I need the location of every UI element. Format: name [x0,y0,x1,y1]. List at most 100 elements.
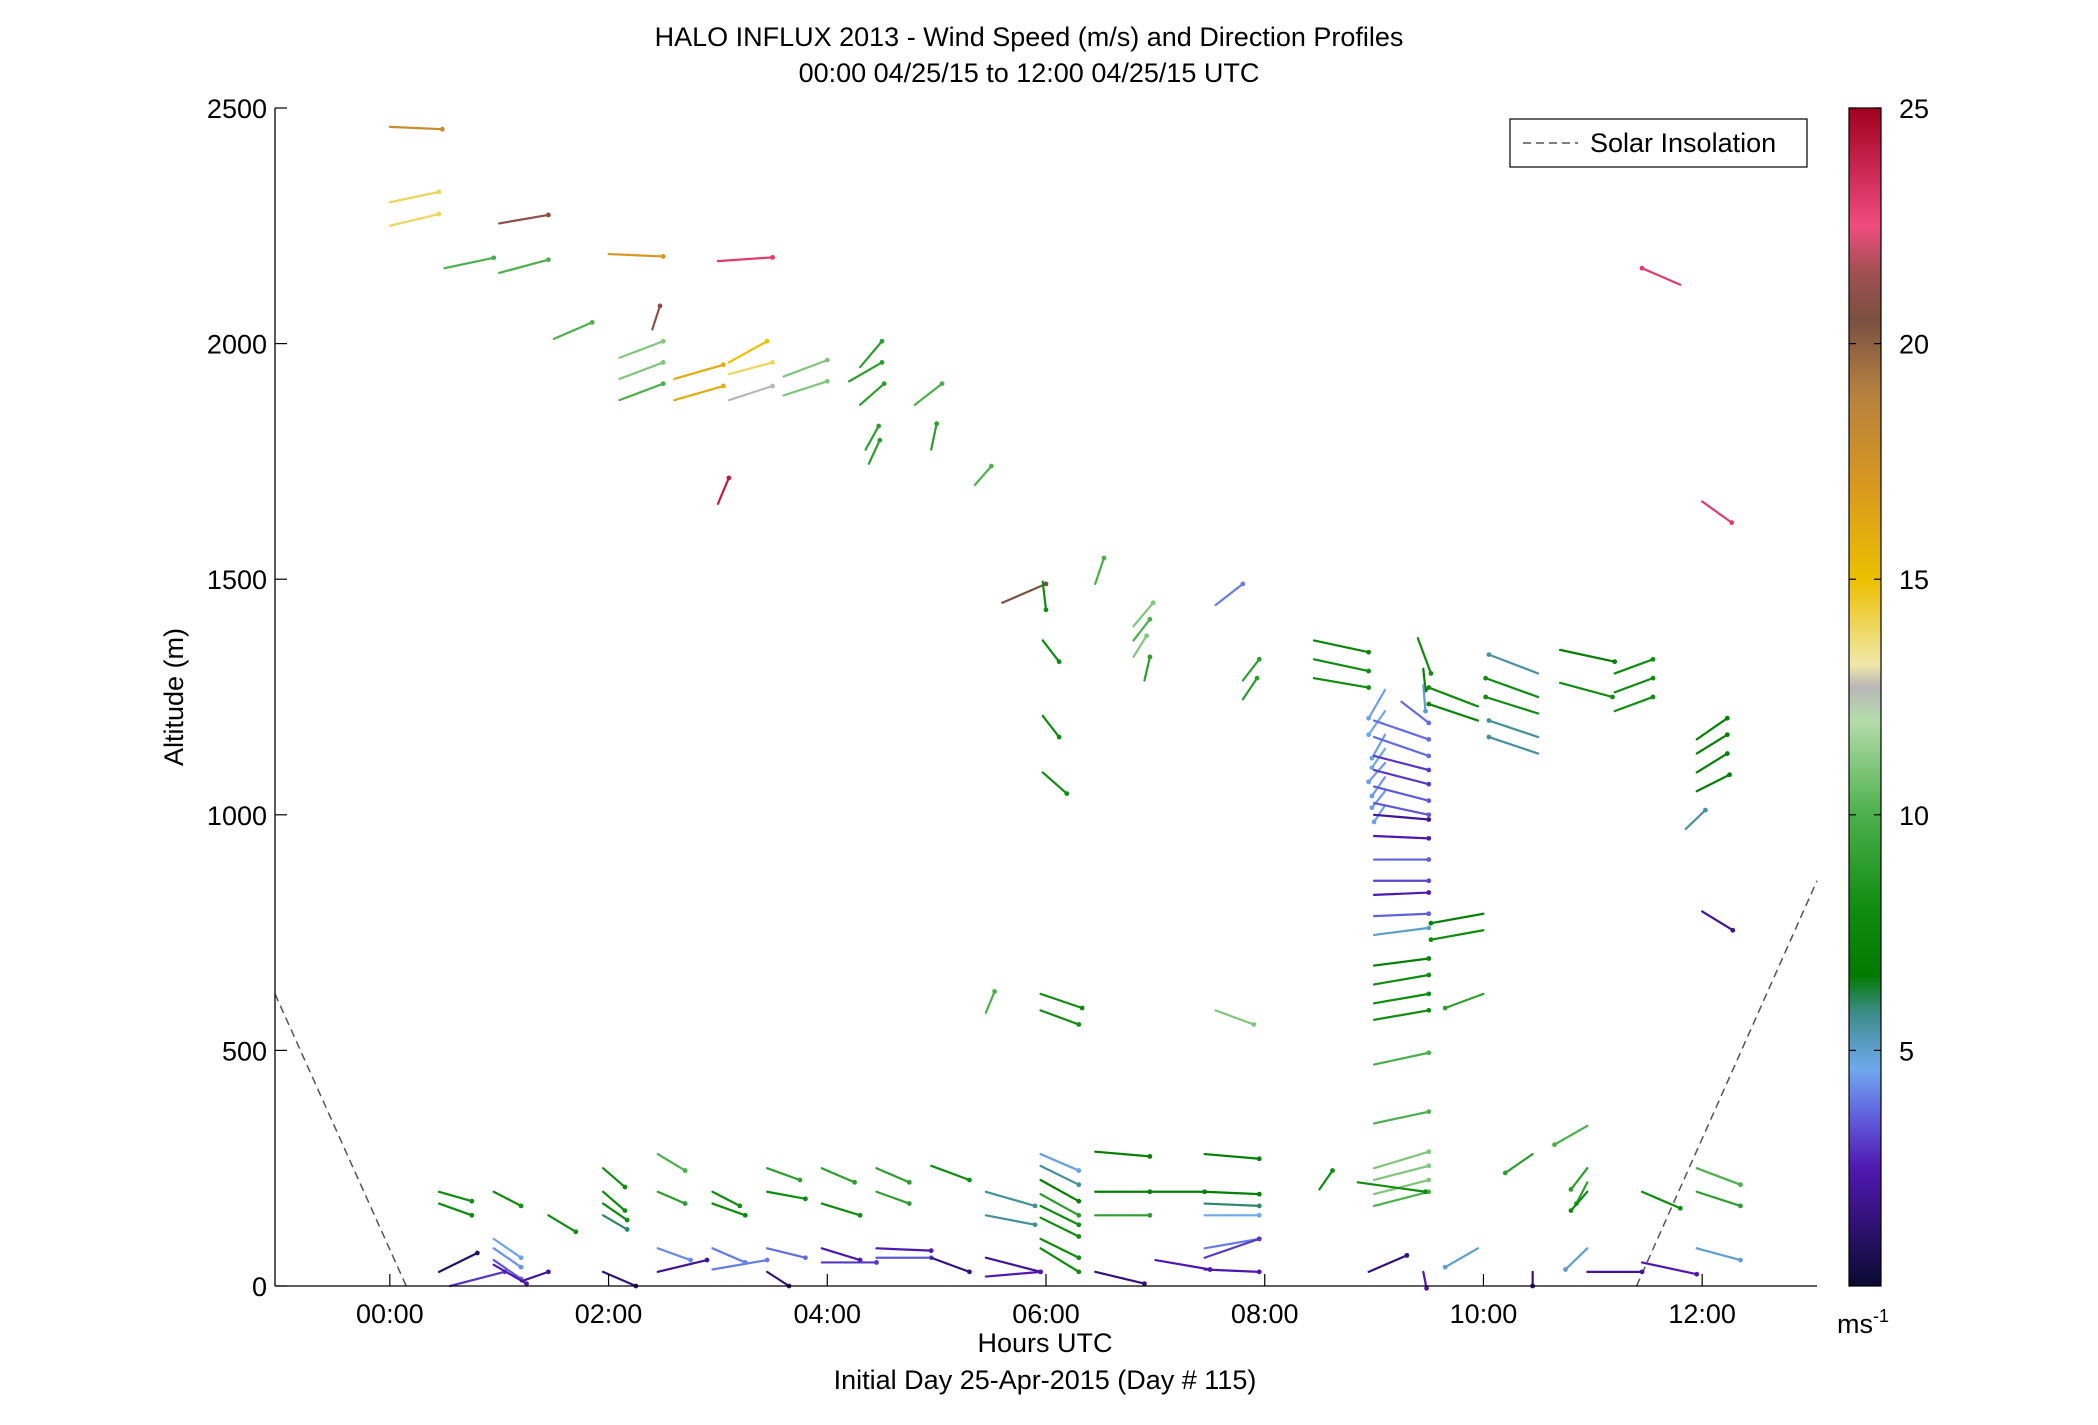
wind-arrow-shaft [711,1190,741,1207]
wind-arrow-shaft [1640,267,1682,286]
wind-arrow-head [1483,694,1489,700]
wind-arrow-shaft [1372,891,1430,897]
wind-arrow-shaft [930,422,938,451]
wind-arrow-head [1404,1252,1410,1258]
wind-arrow-shaft [607,252,665,258]
wind-arrow-shaft [1695,1190,1742,1207]
wind-arrow-shaft [766,1270,791,1288]
wind-arrow-head [1612,659,1618,665]
wind-arrow [1372,834,1432,841]
wind-arrow [1094,1150,1153,1159]
wind-arrow-head [1426,685,1432,690]
wind-arrow-head [881,381,887,387]
wind-arrow-shaft [1132,601,1155,628]
wind-arrow [1369,747,1387,771]
wind-arrow-head [1426,991,1432,997]
wind-arrow-shaft [656,1258,709,1273]
wind-arrow [492,1237,524,1261]
wind-arrow-head [857,1212,863,1218]
wind-arrow-shaft [1372,1190,1430,1207]
wind-arrow [1039,992,1085,1011]
wind-arrow-head [1076,1168,1082,1173]
wind-arrow-shaft [1613,695,1655,713]
wind-arrow [820,1260,879,1265]
wind-arrow [601,1214,630,1232]
wind-arrow-shaft [1695,717,1729,741]
wind-arrow-shaft [1372,1178,1430,1196]
wind-arrow-head [1426,835,1432,841]
y-tick-label: 500 [222,1036,267,1066]
wind-arrow [1366,761,1387,785]
wind-arrow-shaft [766,1167,802,1182]
wind-arrow [1372,754,1432,773]
wind-arrow [782,357,830,378]
wind-arrow-shaft [1372,912,1430,918]
wind-arrow-shaft [1372,926,1430,937]
wind-arrow [1552,1124,1589,1148]
wind-arrow [601,1202,630,1223]
wind-arrow-head [1426,1189,1432,1195]
wind-arrow [1132,616,1153,642]
wind-arrow [1558,681,1615,700]
wind-arrow [1203,1190,1262,1197]
wind-arrow-head [524,1281,529,1287]
x-tick-label: 10:00 [1450,1299,1518,1329]
wind-arrow-shaft [1372,1009,1430,1021]
wind-arrow-head [1144,633,1150,639]
wind-arrow-head [682,1168,688,1173]
wind-arrow-head [1442,1005,1448,1011]
wind-arrow [1039,1237,1082,1261]
wind-arrow [656,1152,688,1173]
wind-arrow [1001,581,1049,604]
wind-arrow-head [546,212,551,218]
wind-arrow [1372,801,1432,818]
wind-arrow [1041,714,1062,740]
wind-arrow-shaft [1094,556,1106,586]
wind-arrow [1701,910,1736,933]
wind-arrow-head [1150,600,1156,606]
wind-arrow [1039,1152,1082,1173]
wind-arrow-shaft [1312,639,1370,654]
wind-arrow-shaft [1367,710,1387,736]
wind-arrow-shaft [1569,1190,1589,1212]
wind-arrow-head [518,1203,524,1209]
wind-arrow-shaft [1312,658,1370,673]
wind-arrow-shaft [388,125,444,131]
wind-arrow-head [1079,1005,1085,1011]
wind-arrow-head [742,1212,748,1218]
wind-arrows [388,125,1743,1291]
wind-arrow [618,360,666,381]
wind-arrow [1372,1050,1432,1066]
wind-arrow-shaft [1241,677,1259,701]
wind-arrow-head [1428,920,1434,926]
wind-arrow [1039,1009,1082,1027]
wind-arrow [1094,1270,1147,1287]
wind-arrow [1039,1164,1082,1188]
wind-arrow-shaft [1444,1247,1480,1269]
wind-arrow [984,989,997,1014]
wind-arrow [930,421,940,451]
wind-arrow-shaft [552,321,594,340]
wind-arrow-head [852,1179,858,1185]
wind-arrow-head [1483,675,1489,681]
wind-arrow-head [1426,956,1432,961]
wind-arrow [1426,701,1480,722]
wind-arrow [1486,652,1540,675]
chart-title: HALO INFLUX 2013 - Wind Speed (m/s) and … [655,22,1404,52]
wind-arrow [1372,878,1432,884]
wind-arrow-shaft [1695,752,1729,774]
wind-arrow-shaft [1001,582,1048,604]
wind-arrow-shaft [1203,1190,1261,1196]
wind-arrow-head [1076,1255,1082,1261]
wind-arrow [1372,857,1432,862]
wind-arrow-head [764,338,770,344]
wind-arrow [766,1247,808,1261]
wind-arrow [1502,1152,1534,1176]
colorbar-bar [1848,107,1882,1287]
wind-arrow-shaft [1203,1237,1261,1250]
wind-arrow-shaft [711,1202,747,1217]
wind-arrow [858,381,887,406]
wind-arrow-head [1426,720,1432,726]
wind-arrow-head [1426,781,1432,787]
wind-arrow [1356,1181,1428,1195]
